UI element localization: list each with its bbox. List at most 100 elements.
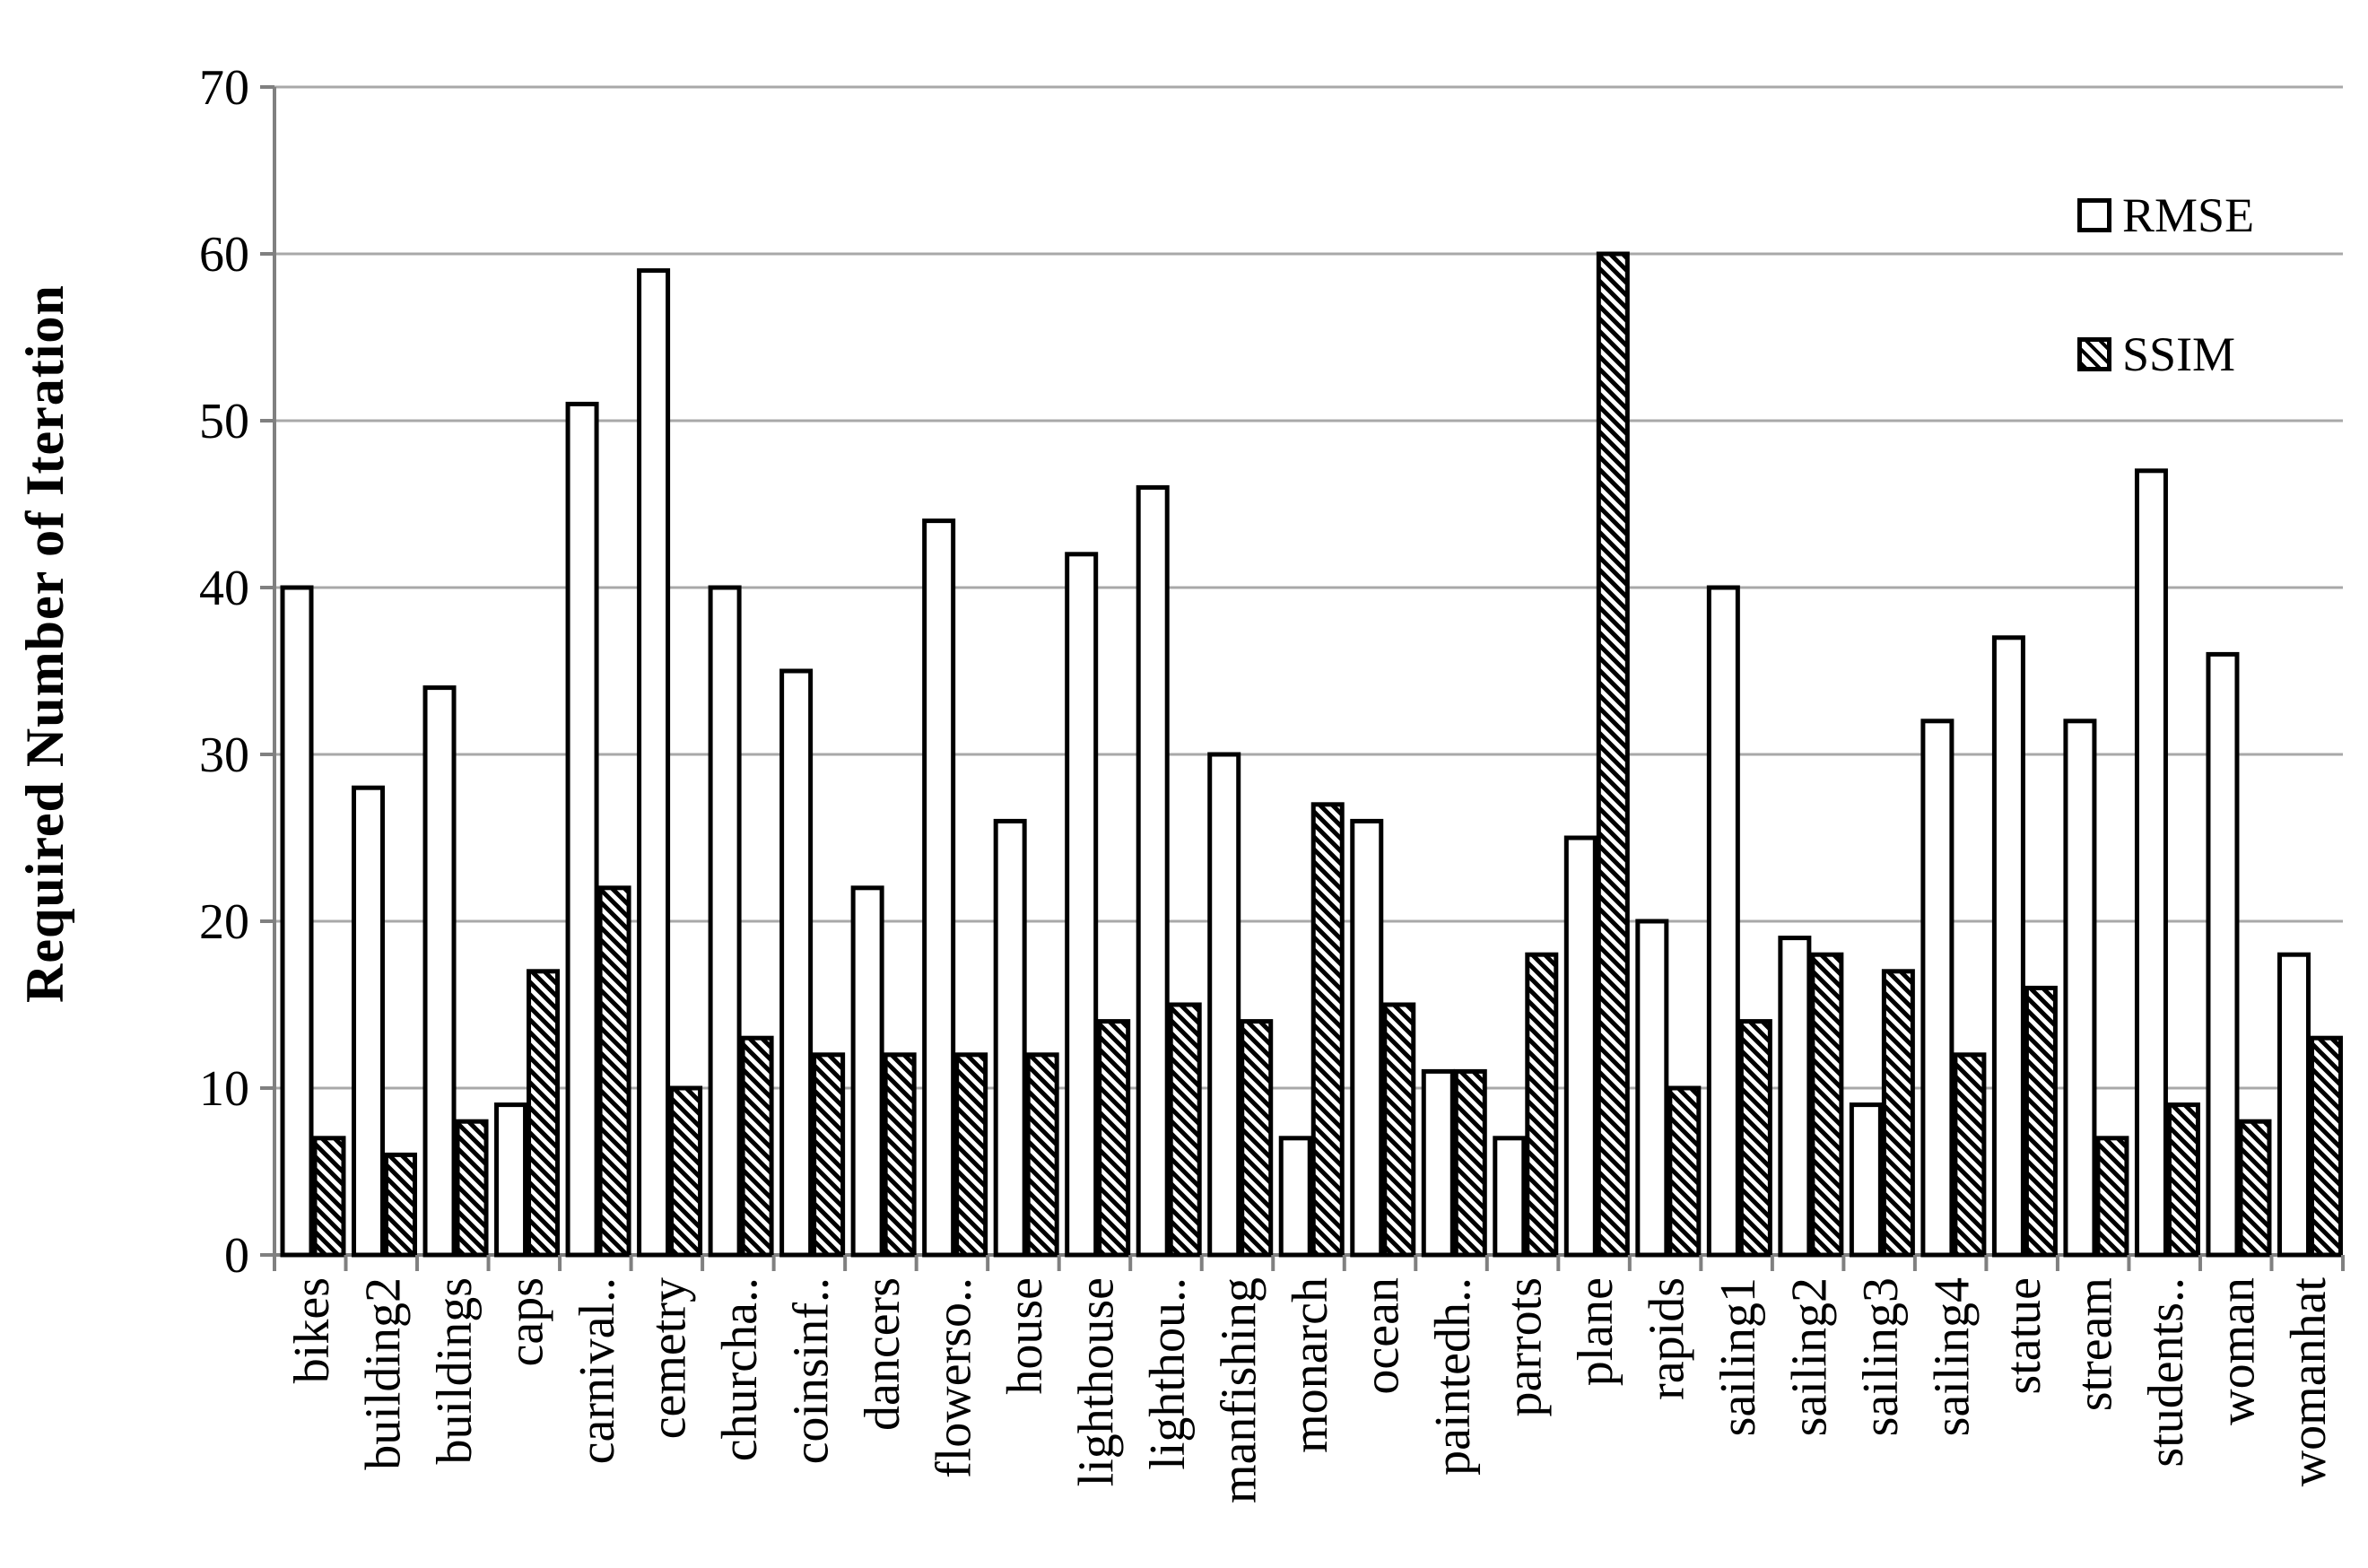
bar-rmse-sailing4 [1920,719,1954,1258]
bar-ssim-rapids [1667,1085,1702,1258]
bar-rmse-manfishing [1207,752,1241,1258]
bar-rmse-churcha [708,585,742,1258]
legend-swatch-rmse-icon [2077,198,2111,232]
bar-rmse-carnival [565,401,599,1258]
bar-rmse-rapids [1635,919,1669,1258]
bar-ssim-womanhat [2309,1035,2343,1258]
bar-ssim-buildings [455,1119,489,1258]
bar-rmse-building2 [352,785,386,1258]
x-label-house: house [997,1277,1053,1395]
bar-rmse-students [2134,468,2168,1258]
x-label-bikes: bikes [284,1277,340,1383]
x-label-dancers: dancers [855,1277,910,1431]
x-label-womanhat: womanhat [2281,1277,2337,1487]
bar-rmse-sailing3 [1849,1102,1883,1258]
x-label-stream: stream [2068,1277,2123,1411]
bar-ssim-caps [527,969,561,1258]
bar-ssim-flowerso [954,1052,988,1258]
x-label-flowerso: flowerso.. [926,1277,981,1478]
x-label-carnival: carnival.. [570,1277,625,1464]
bar-rmse-coinsinf [779,668,814,1258]
bar-ssim-bikes [312,1136,346,1258]
legend-item-ssim: SSIM [2077,322,2235,387]
bar-ssim-sailing3 [1881,969,1915,1258]
bar-ssim-lighthou [1168,1002,1202,1258]
bar-rmse-parrots [1493,1136,1527,1258]
x-label-sailing4: sailing4 [1925,1277,1981,1436]
x-label-paintedh: paintedh.. [1425,1277,1481,1476]
bar-rmse-house [993,818,1027,1258]
bar-ssim-coinsinf [812,1052,846,1258]
bar-rmse-flowerso [922,518,956,1258]
bar-ssim-cemetry [669,1085,703,1258]
bar-ssim-woman [2238,1119,2272,1258]
bar-rmse-sailing2 [1778,936,1812,1258]
x-label-rapids: rapids [1640,1277,1695,1400]
x-label-woman: woman [2210,1277,2266,1425]
legend-item-rmse: RMSE [2077,183,2254,248]
bar-rmse-womanhat [2277,952,2311,1258]
x-label-students: students.. [2138,1277,2194,1468]
bar-ssim-sailing1 [1738,1019,1772,1258]
x-label-monarch: monarch [1283,1277,1338,1453]
x-label-ocean: ocean [1354,1277,1410,1395]
y-axis-title: Required Number of Iteration [15,284,74,1003]
x-label-statue: statue [1996,1277,2051,1395]
bar-ssim-churcha [740,1035,774,1258]
y-tick-label-30: 30 [199,727,249,783]
bar-rmse-lighthou [1136,484,1170,1258]
bar-ssim-students [2166,1102,2200,1258]
bar-rmse-paintedh [1421,1068,1455,1258]
bar-ssim-sailing4 [1953,1052,1987,1258]
x-label-lighthou: lighthou.. [1140,1277,1196,1470]
x-label-parrots: parrots [1497,1277,1553,1417]
x-label-churcha: churcha.. [712,1277,768,1461]
x-label-cemetry: cemetry [640,1277,696,1439]
bar-ssim-carnival [597,885,631,1258]
x-label-sailing2: sailing2 [1782,1277,1838,1436]
x-label-sailing3: sailing3 [1853,1277,1909,1436]
bar-ssim-stream [2095,1136,2129,1258]
bar-ssim-building2 [384,1152,418,1258]
x-label-coinsinf: coinsinf.. [783,1277,839,1464]
bar-ssim-plane [1596,251,1630,1258]
y-tick-label-70: 70 [199,60,249,116]
x-label-building2: building2 [355,1277,411,1470]
legend-label-ssim: SSIM [2122,327,2236,381]
bar-ssim-ocean [1382,1002,1416,1258]
bar-ssim-dancers [883,1052,917,1258]
bar-ssim-manfishing [1240,1019,1274,1258]
bar-ssim-statue [2024,985,2058,1258]
y-tick-label-0: 0 [224,1228,249,1284]
bar-ssim-sailing2 [1810,952,1844,1258]
bar-rmse-bikes [280,585,314,1258]
bar-rmse-sailing1 [1706,585,1740,1258]
bar-ssim-paintedh [1453,1068,1487,1258]
legend-label-rmse: RMSE [2122,188,2255,242]
bar-rmse-buildings [422,685,457,1258]
bar-rmse-ocean [1350,818,1384,1258]
x-label-sailing1: sailing1 [1711,1277,1766,1436]
bar-rmse-plane [1563,835,1598,1258]
bar-rmse-woman [2206,651,2240,1258]
y-tick-label-60: 60 [199,227,249,283]
bar-rmse-caps [494,1102,528,1258]
bar-rmse-stream [2063,719,2097,1258]
x-label-lighthouse: lighthouse [1068,1277,1124,1486]
y-tick-label-40: 40 [199,561,249,616]
y-tick-label-50: 50 [199,394,249,449]
bar-ssim-lighthouse [1097,1019,1131,1258]
bar-rmse-lighthouse [1065,552,1099,1258]
x-label-caps: caps [498,1277,553,1367]
y-tick-label-10: 10 [199,1061,249,1117]
x-label-buildings: buildings [427,1277,483,1464]
bar-ssim-monarch [1310,802,1345,1258]
bar-rmse-dancers [850,885,884,1258]
bar-rmse-monarch [1278,1136,1312,1258]
bar-ssim-house [1025,1052,1059,1258]
bar-rmse-statue [1991,635,2025,1258]
bar-ssim-parrots [1525,952,1559,1258]
x-label-manfishing: manfishing [1211,1277,1267,1503]
